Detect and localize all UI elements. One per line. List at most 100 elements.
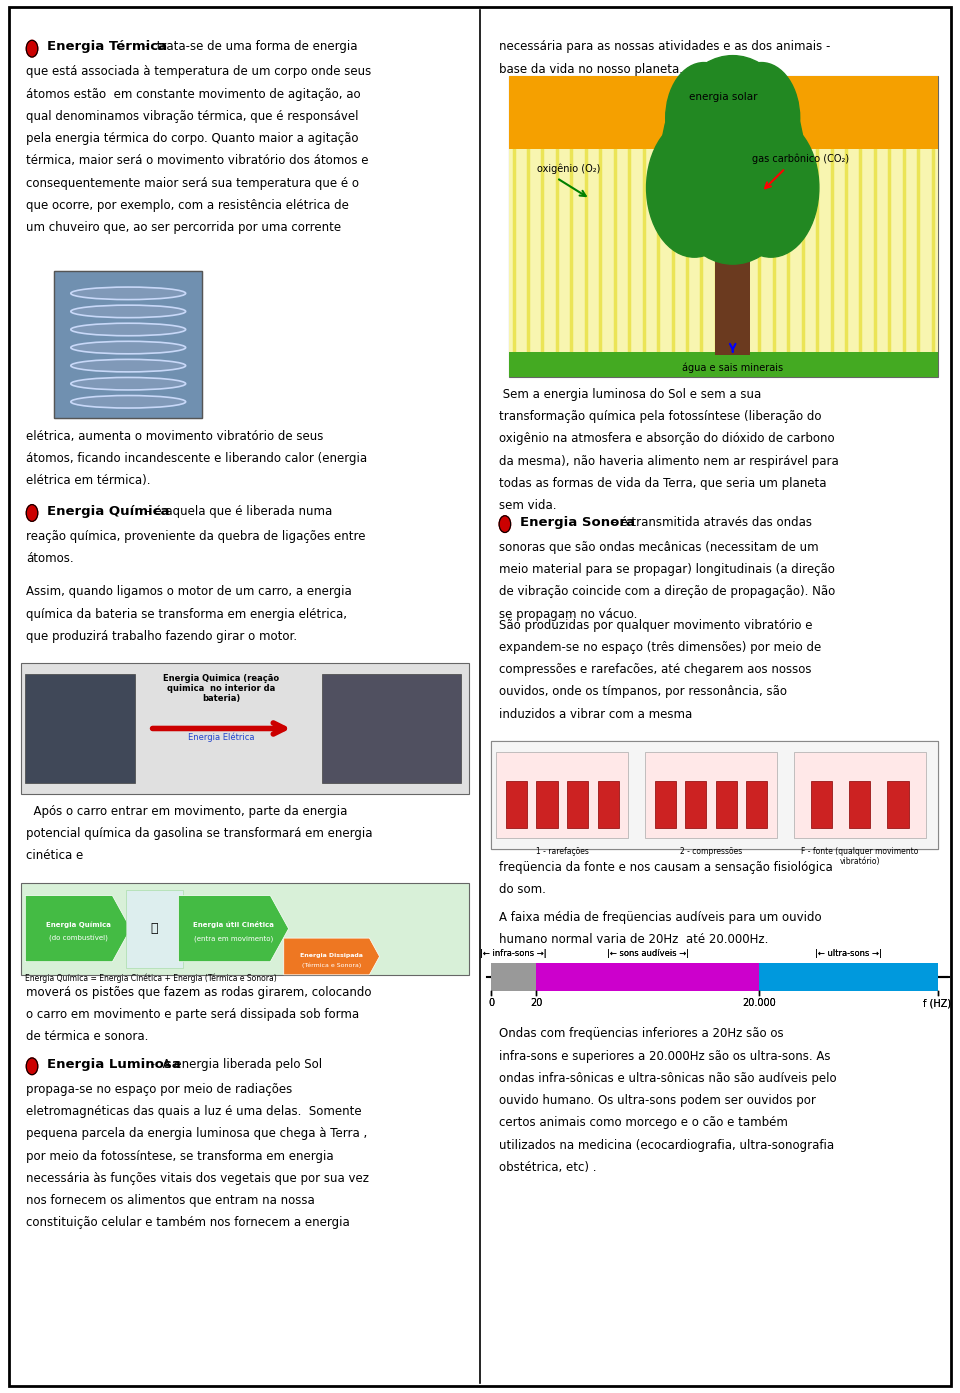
Text: 0: 0 xyxy=(489,999,494,1009)
FancyBboxPatch shape xyxy=(850,780,870,827)
Text: que está associada à temperatura de um corpo onde seus: que está associada à temperatura de um c… xyxy=(26,65,372,78)
FancyBboxPatch shape xyxy=(492,964,536,992)
Text: eletromagnéticas das quais a luz é uma delas.  Somente: eletromagnéticas das quais a luz é uma d… xyxy=(26,1105,362,1119)
Circle shape xyxy=(26,504,37,521)
FancyBboxPatch shape xyxy=(887,780,908,827)
FancyBboxPatch shape xyxy=(509,77,938,376)
Text: 1 - rarefações: 1 - rarefações xyxy=(536,847,588,855)
Text: térmica, maior será o movimento vibratório dos átomos e: térmica, maior será o movimento vibratór… xyxy=(26,155,369,167)
Text: |← sons audíveis →|: |← sons audíveis →| xyxy=(607,949,688,958)
Text: F - fonte (qualquer movimento
vibratório): F - fonte (qualquer movimento vibratório… xyxy=(801,847,919,866)
Text: f (HZ): f (HZ) xyxy=(924,999,951,1009)
Text: base da vida no nosso planeta.: base da vida no nosso planeta. xyxy=(499,63,684,75)
Text: (do combustível): (do combustível) xyxy=(49,935,108,942)
FancyBboxPatch shape xyxy=(54,272,203,418)
Text: 20.000: 20.000 xyxy=(742,999,776,1009)
Text: da mesma), não haveria alimento nem ar respirável para: da mesma), não haveria alimento nem ar r… xyxy=(499,454,839,468)
Text: energia solar: energia solar xyxy=(689,92,757,102)
Text: freqüencia da fonte e nos causam a sensação fisiológica: freqüencia da fonte e nos causam a sensa… xyxy=(499,861,833,873)
Text: Sem a energia luminosa do Sol e sem a sua: Sem a energia luminosa do Sol e sem a su… xyxy=(499,387,761,401)
FancyBboxPatch shape xyxy=(685,780,707,827)
Text: o carro em movimento e parte será dissipada sob forma: o carro em movimento e parte será dissip… xyxy=(26,1009,359,1021)
Ellipse shape xyxy=(71,287,185,299)
Text: transformação química pela fotossíntese (liberação do: transformação química pela fotossíntese … xyxy=(499,410,822,423)
Text: sonoras que são ondas mecânicas (necessitam de um: sonoras que são ondas mecânicas (necessi… xyxy=(499,540,819,554)
Ellipse shape xyxy=(71,378,185,390)
Text: ondas infra-sônicas e ultra-sônicas não são audíveis pelo: ondas infra-sônicas e ultra-sônicas não … xyxy=(499,1071,837,1085)
Ellipse shape xyxy=(71,323,185,336)
Circle shape xyxy=(26,1057,37,1074)
Text: qual denominamos vibração térmica, que é responsável: qual denominamos vibração térmica, que é… xyxy=(26,110,359,123)
Text: 20.000: 20.000 xyxy=(742,999,776,1009)
FancyBboxPatch shape xyxy=(509,77,938,376)
FancyBboxPatch shape xyxy=(492,741,938,850)
Text: gas carbônico (CO₂): gas carbônico (CO₂) xyxy=(752,153,849,164)
Text: química da bateria se transforma em energia elétrica,: química da bateria se transforma em ener… xyxy=(26,607,348,620)
Text: Ondas com freqüencias inferiores a 20Hz são os: Ondas com freqüencias inferiores a 20Hz … xyxy=(499,1028,783,1041)
FancyBboxPatch shape xyxy=(794,752,925,839)
FancyBboxPatch shape xyxy=(492,741,938,850)
FancyBboxPatch shape xyxy=(506,780,527,827)
FancyBboxPatch shape xyxy=(759,964,938,992)
Text: 0: 0 xyxy=(489,999,494,1009)
Text: infra-sons e superiores a 20.000Hz são os ultra-sons. As: infra-sons e superiores a 20.000Hz são o… xyxy=(499,1049,830,1063)
Text: nos fornecem os alimentos que entram na nossa: nos fornecem os alimentos que entram na … xyxy=(26,1194,315,1208)
Text: Energia útil Cinética: Energia útil Cinética xyxy=(193,921,274,928)
Text: (Térmica e Sonora): (Térmica e Sonora) xyxy=(302,963,361,968)
Text: do som.: do som. xyxy=(499,883,546,896)
Text: de térmica e sonora.: de térmica e sonora. xyxy=(26,1031,149,1043)
Text: 2 - compressões: 2 - compressões xyxy=(680,847,742,855)
Text: pequena parcela da energia luminosa que chega à Terra ,: pequena parcela da energia luminosa que … xyxy=(26,1127,368,1141)
FancyBboxPatch shape xyxy=(509,77,938,149)
FancyBboxPatch shape xyxy=(716,780,737,827)
Text: Energia Térmica: Energia Térmica xyxy=(47,40,167,53)
FancyBboxPatch shape xyxy=(715,216,750,354)
Text: Assim, quando ligamos o motor de um carro, a energia: Assim, quando ligamos o motor de um carr… xyxy=(26,585,352,598)
Text: – é transmitida através das ondas: – é transmitida através das ondas xyxy=(608,515,812,529)
FancyBboxPatch shape xyxy=(322,674,461,783)
Text: utilizados na medicina (ecocardiografia, ultra-sonografia: utilizados na medicina (ecocardiografia,… xyxy=(499,1138,834,1152)
Ellipse shape xyxy=(71,341,185,354)
Text: ouvidos, onde os tímpanos, por ressonância, são: ouvidos, onde os tímpanos, por ressonânc… xyxy=(499,685,787,698)
Text: 20: 20 xyxy=(530,999,542,1009)
Text: meio material para se propagar) longitudinais (a direção: meio material para se propagar) longitud… xyxy=(499,563,835,577)
Circle shape xyxy=(665,63,742,174)
Polygon shape xyxy=(179,896,289,961)
Text: constituição celular e também nos fornecem a energia: constituição celular e também nos fornec… xyxy=(26,1216,350,1230)
Text: propaga-se no espaço por meio de radiações: propaga-se no espaço por meio de radiaçõ… xyxy=(26,1082,293,1096)
Text: A faixa média de freqüencias audíveis para um ouvido: A faixa média de freqüencias audíveis pa… xyxy=(499,911,822,924)
Text: sem vida.: sem vida. xyxy=(499,499,557,513)
Text: Energia Química = Energia Cinética + Energia (Térmica e Sonora): Energia Química = Energia Cinética + Ene… xyxy=(25,974,277,982)
Text: se propagam no vácuo.: se propagam no vácuo. xyxy=(499,607,637,620)
Text: por meio da fotossíntese, se transforma em energia: por meio da fotossíntese, se transforma … xyxy=(26,1149,334,1163)
FancyBboxPatch shape xyxy=(759,964,938,992)
Text: consequentemente maior será sua temperatura que é o: consequentemente maior será sua temperat… xyxy=(26,177,359,189)
FancyBboxPatch shape xyxy=(655,780,676,827)
Polygon shape xyxy=(25,896,131,961)
Text: reação química, proveniente da quebra de ligações entre: reação química, proveniente da quebra de… xyxy=(26,529,366,543)
FancyBboxPatch shape xyxy=(536,964,759,992)
Circle shape xyxy=(646,118,742,258)
Text: Energia Elétrica: Energia Elétrica xyxy=(188,733,254,742)
Text: f (HZ): f (HZ) xyxy=(924,999,951,1009)
Text: -  trata-se de uma forma de energia: - trata-se de uma forma de energia xyxy=(141,40,357,53)
FancyBboxPatch shape xyxy=(747,780,767,827)
FancyBboxPatch shape xyxy=(536,964,759,992)
FancyBboxPatch shape xyxy=(9,7,951,1386)
FancyBboxPatch shape xyxy=(20,663,468,794)
FancyBboxPatch shape xyxy=(567,780,588,827)
Text: |← ultra-sons →|: |← ultra-sons →| xyxy=(815,949,882,958)
Text: potencial química da gasolina se transformará em energia: potencial química da gasolina se transfo… xyxy=(26,827,372,840)
FancyBboxPatch shape xyxy=(492,964,536,992)
Circle shape xyxy=(723,63,800,174)
Text: compressões e rarefacões, até chegarem aos nossos: compressões e rarefacões, até chegarem a… xyxy=(499,663,811,676)
Text: humano normal varia de 20Hz  até 20.000Hz.: humano normal varia de 20Hz até 20.000Hz… xyxy=(499,933,769,946)
Text: átomos.: átomos. xyxy=(26,552,74,566)
Ellipse shape xyxy=(71,396,185,408)
Text: |← sons audíveis →|: |← sons audíveis →| xyxy=(607,949,688,958)
Text: todas as formas de vida da Terra, que seria um planeta: todas as formas de vida da Terra, que se… xyxy=(499,476,827,490)
Text: induzidos a vibrar com a mesma: induzidos a vibrar com a mesma xyxy=(499,708,692,720)
Text: necessária às funções vitais dos vegetais que por sua vez: necessária às funções vitais dos vegetai… xyxy=(26,1172,370,1185)
Text: oxigênio (O₂): oxigênio (O₂) xyxy=(538,163,601,174)
Text: átomos estão  em constante movimento de agitação, ao: átomos estão em constante movimento de a… xyxy=(26,88,361,100)
